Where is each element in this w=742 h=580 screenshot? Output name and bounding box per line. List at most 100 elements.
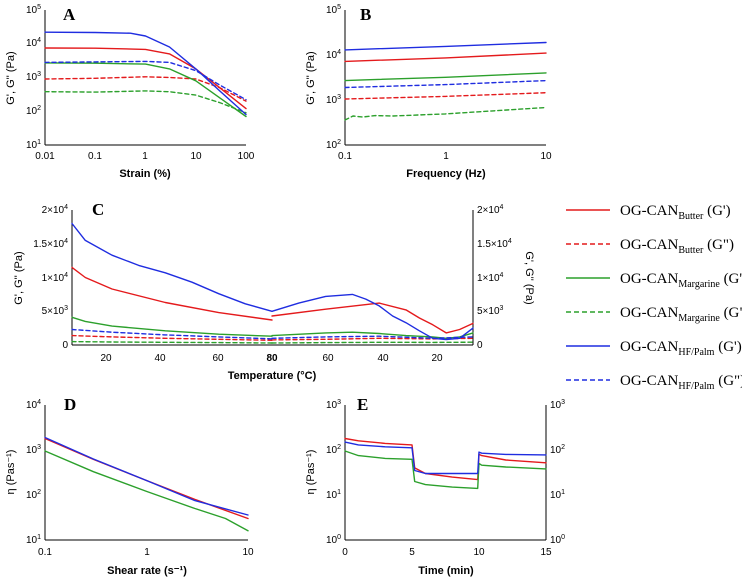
legend-label: OG-CANButter (G') [620, 203, 731, 222]
panel-b-xlabel: Frequency (Hz) [406, 168, 486, 180]
panel-b-series [344, 41, 547, 121]
tick-label: 101 [26, 139, 41, 151]
tick-label: 103 [326, 399, 341, 411]
tick-label: 40 [377, 353, 389, 364]
tick-label: 103 [26, 71, 41, 83]
series-line-hf-palm [44, 436, 249, 516]
panel-a-series [44, 31, 247, 118]
panel-b-label: B [360, 5, 371, 24]
tick-label: 20 [431, 353, 443, 364]
legend-label: OG-CANMargarine (G') [620, 271, 742, 290]
series-line-butter-g- [44, 76, 247, 102]
series-line-margarine-g- [44, 90, 247, 114]
tick-label: 10 [190, 151, 202, 162]
series-line-butter-g--cooling [271, 302, 474, 334]
tick-label: 105 [326, 4, 341, 16]
panel-c-yticks-right: 2×104 1.5×104 1×104 5×103 0 [477, 204, 512, 351]
tick-label: 40 [154, 353, 166, 364]
series-line-margarine-g--heating [71, 340, 273, 344]
panel-d-yticks: 104 103 102 101 [26, 399, 41, 546]
legend-item: OG-CANMargarine (G") [566, 305, 742, 324]
tick-label: 1 [144, 547, 150, 558]
tick-label: 0.01 [35, 151, 55, 162]
series-line-hf-palm-g--cooling [271, 293, 474, 341]
panel-d: D 104 103 102 101 0.1 1 10 Shear rate (s… [5, 395, 254, 577]
tick-label: 105 [26, 4, 41, 16]
tick-label: 2×104 [42, 204, 69, 216]
tick-label: 104 [326, 49, 341, 61]
series-line-butter [344, 437, 547, 481]
tick-label: 102 [26, 489, 41, 501]
tick-label: 80 [266, 353, 278, 364]
series-line-butter-g- [344, 52, 547, 63]
tick-label: 0.1 [338, 151, 352, 162]
panel-d-series [44, 436, 249, 532]
tick-label: 20 [100, 353, 112, 364]
tick-label: 102 [326, 139, 341, 151]
series-line-margarine-g- [44, 62, 247, 118]
series-line-margarine [44, 450, 249, 532]
tick-label: 60 [322, 353, 334, 364]
legend-label: OG-CANMargarine (G") [620, 305, 742, 324]
panel-e-yticks-right: 103 102 101 100 [550, 399, 565, 546]
tick-label: 0 [62, 340, 68, 351]
series-line-margarine-g--heating [71, 316, 273, 337]
panel-a-label: A [63, 5, 76, 24]
series-line-margarine-g- [344, 106, 547, 121]
legend-item: OG-CANButter (G') [566, 203, 731, 222]
panel-b-ylabel: G', G'' (Pa) [305, 51, 317, 104]
tick-label: 5×103 [42, 305, 69, 317]
panel-c-xticks: 20 40 60 80 60 40 20 [100, 353, 443, 364]
tick-label: 100 [550, 534, 565, 546]
panel-c-ylabel: G', G'' (Pa) [13, 251, 25, 304]
panel-c: C 2×104 1.5×104 1×104 5×103 0 2×104 1.5×… [13, 200, 535, 382]
tick-label: 102 [326, 444, 341, 456]
tick-label: 10 [473, 547, 485, 558]
tick-label: 103 [550, 399, 565, 411]
series-line-hf-palm-g- [44, 60, 247, 101]
panel-c-yticks: 2×104 1.5×104 1×104 5×103 0 [33, 204, 68, 351]
tick-label: 0.1 [88, 151, 102, 162]
panel-d-xticks: 0.1 1 10 [38, 547, 254, 558]
tick-label: 104 [26, 37, 41, 49]
tick-label: 102 [26, 105, 41, 117]
legend-item: OG-CANMargarine (G') [566, 271, 742, 290]
tick-label: 0.1 [38, 547, 52, 558]
tick-label: 60 [212, 353, 224, 364]
panel-b-yticks: 105 104 103 102 [326, 4, 341, 151]
panel-c-label: C [92, 200, 104, 219]
panel-e-xticks: 0 5 10 15 [342, 547, 552, 558]
panel-a-yticks: 105 104 103 102 101 [26, 4, 41, 151]
legend-item: OG-CANButter (G") [566, 237, 734, 256]
tick-label: 104 [26, 399, 41, 411]
panel-c-ylabel-right: G', G'' (Pa) [523, 251, 535, 304]
panel-a-xlabel: Strain (%) [119, 168, 171, 180]
legend-item: OG-CANHF/Palm (G') [566, 339, 742, 358]
series-line-butter-g--cooling [271, 337, 474, 341]
tick-label: 1.5×104 [477, 238, 512, 250]
panel-e-yticks: 103 102 101 100 [326, 399, 341, 546]
panel-e-ylabel: η (Pas⁻¹) [305, 450, 317, 495]
panel-e-series [344, 437, 547, 490]
legend-label: OG-CANButter (G") [620, 237, 734, 256]
tick-label: 101 [550, 489, 565, 501]
tick-label: 103 [326, 94, 341, 106]
legend-label: OG-CANHF/Palm (G') [620, 339, 742, 358]
series-line-hf-palm-g- [344, 79, 547, 89]
tick-label: 1 [443, 151, 449, 162]
tick-label: 101 [326, 489, 341, 501]
panel-d-label: D [64, 395, 76, 414]
tick-label: 1×104 [477, 272, 504, 284]
tick-label: 102 [550, 444, 565, 456]
series-line-hf-palm-g--heating [71, 328, 273, 340]
tick-label: 15 [540, 547, 552, 558]
panel-e-label: E [357, 395, 368, 414]
panel-b-xticks: 0.1 1 10 [338, 151, 552, 162]
tick-label: 1×104 [42, 272, 69, 284]
panel-a-xticks: 0.01 0.1 1 10 100 [35, 151, 255, 162]
series-line-hf-palm-g- [44, 31, 247, 116]
tick-label: 100 [326, 534, 341, 546]
tick-label: 1 [142, 151, 148, 162]
series-line-hf-palm-g--heating [71, 222, 273, 312]
